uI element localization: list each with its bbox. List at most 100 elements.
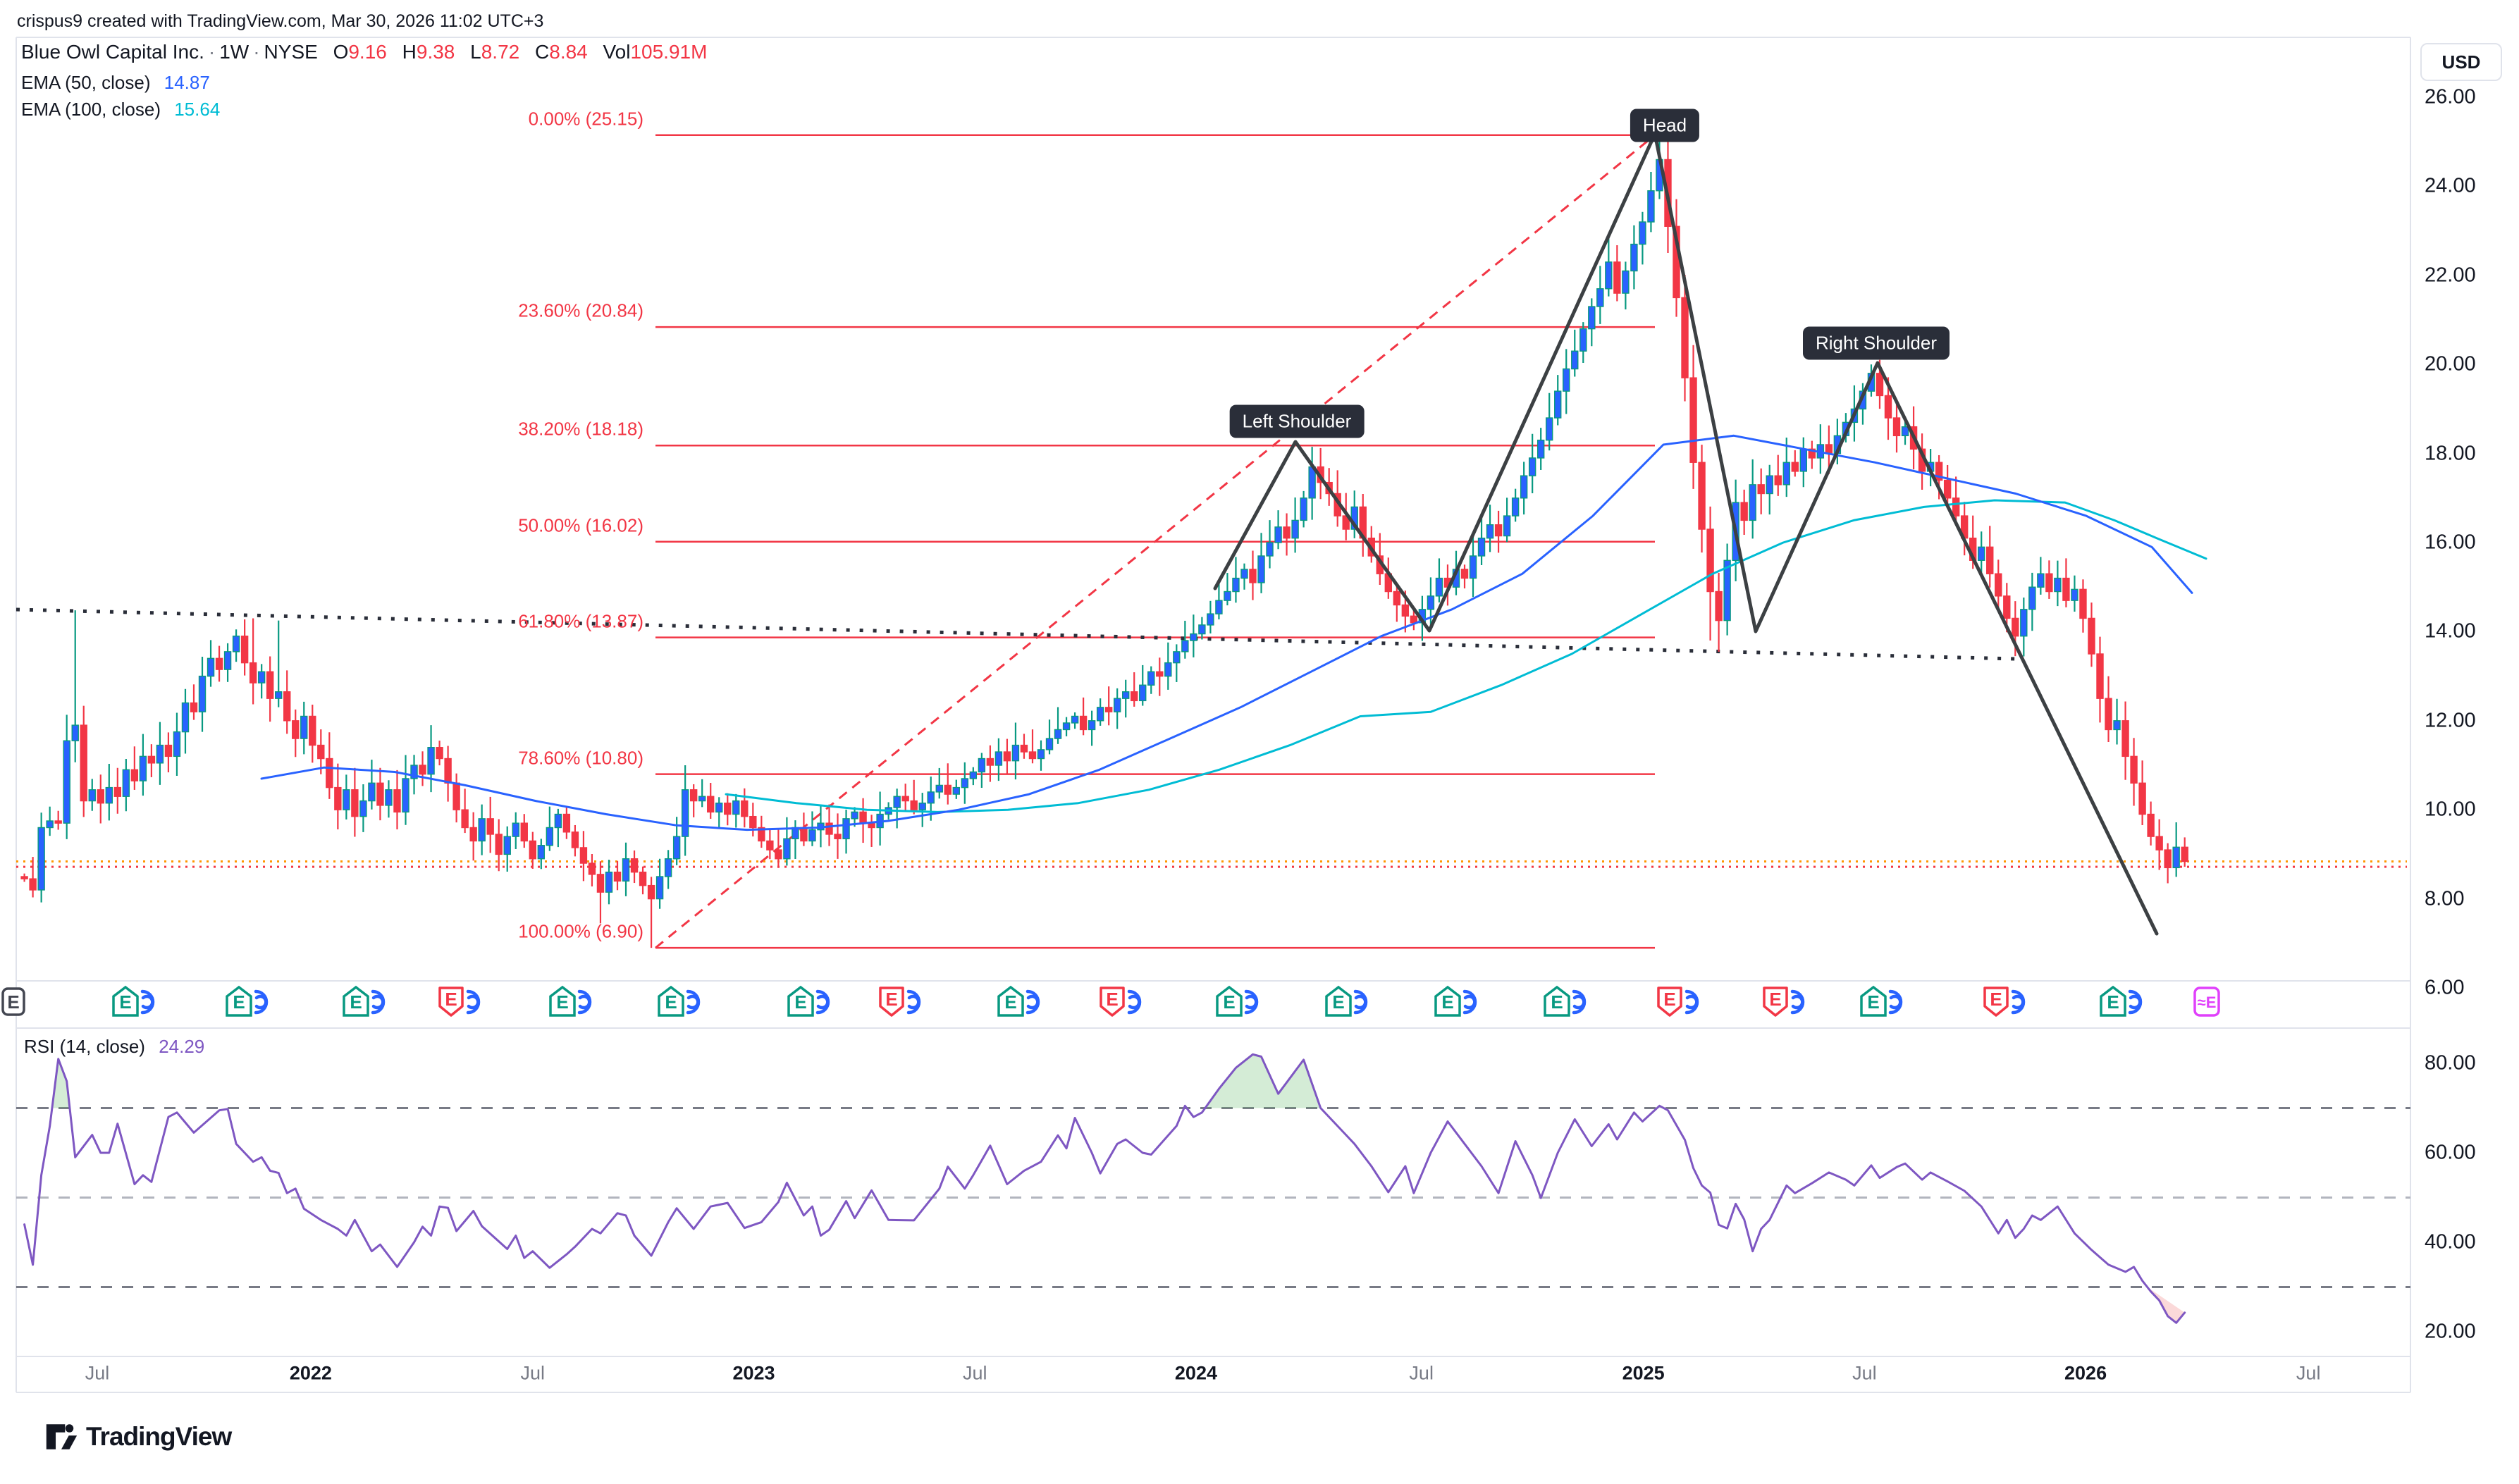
event-icon-beat-dividend[interactable]: E xyxy=(1856,984,1906,1022)
close-value: 8.84 xyxy=(549,41,588,63)
earnings-beat-icon: E xyxy=(997,985,1040,1017)
earnings-beat-icon: E xyxy=(112,985,155,1017)
currency-badge: USD xyxy=(2420,43,2502,81)
symbol-legend-row[interactable]: Blue Owl Capital Inc. · 1W · NYSE O9.16 H9.3… xyxy=(21,41,708,63)
price-axis-label: 26.00 xyxy=(2425,85,2476,109)
event-icon-beat-dividend[interactable]: E xyxy=(2096,984,2145,1022)
event-icon-beat-dividend[interactable]: E xyxy=(109,984,158,1022)
fib-trendline-dashed xyxy=(655,134,1656,949)
exchange-label: NYSE xyxy=(264,41,318,63)
time-axis-label: Jul xyxy=(85,1362,110,1384)
rsi-legend-row[interactable]: RSI (14, close) 24.29 xyxy=(24,1036,204,1058)
close-label: C xyxy=(535,41,550,63)
event-icon-miss-dividend[interactable]: E xyxy=(1095,984,1145,1022)
fib-level-label: 0.00% (25.15) xyxy=(528,108,643,130)
event-icon-beat-dividend[interactable]: E xyxy=(784,984,833,1022)
svg-text:E: E xyxy=(556,991,568,1013)
event-icon-beat-dividend[interactable]: E xyxy=(1540,984,1589,1022)
event-icon-beat-dividend[interactable]: E xyxy=(339,984,388,1022)
price-axis-label: 18.00 xyxy=(2425,442,2476,465)
event-icon-gray[interactable]: E xyxy=(0,984,46,1022)
price-axis-label: 24.00 xyxy=(2425,174,2476,197)
rsi-axis-label: 80.00 xyxy=(2425,1051,2476,1075)
svg-text:E: E xyxy=(1332,991,1344,1013)
event-icon-beat-dividend[interactable]: E xyxy=(1322,984,1371,1022)
svg-text:E: E xyxy=(1004,991,1016,1013)
svg-text:E: E xyxy=(1769,989,1781,1010)
price-axis-label: 8.00 xyxy=(2425,887,2465,910)
ema50-label: EMA (50, close) xyxy=(21,72,151,93)
earnings-miss-icon: E xyxy=(1657,987,1699,1017)
price-axis-label: 22.00 xyxy=(2425,264,2476,287)
time-axis-label: 2025 xyxy=(1622,1362,1665,1384)
time-axis-label: 2023 xyxy=(732,1362,775,1384)
earnings-estimate-icon: ≈E xyxy=(2193,987,2220,1017)
event-icon-miss-dividend[interactable]: E xyxy=(1653,984,1702,1022)
tradingview-logo[interactable]: TradingView xyxy=(45,1421,232,1453)
rsi-oversold-fill xyxy=(2147,1287,2185,1323)
price-axis-label: 16.00 xyxy=(2425,531,2476,554)
ema50-value: 14.87 xyxy=(164,72,210,93)
event-icon-miss-dividend[interactable]: E xyxy=(1759,984,1808,1022)
earnings-miss-icon: E xyxy=(1983,987,2026,1017)
volume-value: 105.91M xyxy=(630,41,708,63)
rsi-overbought-fill xyxy=(51,1054,1664,1108)
fib-level-label: 50.00% (16.02) xyxy=(518,514,643,536)
time-axis-label: Jul xyxy=(520,1362,546,1384)
ema100-legend-row[interactable]: EMA (100, close) 15.64 xyxy=(21,99,220,120)
high-label: H xyxy=(402,41,417,63)
pattern-badge-left-shoulder[interactable]: Left Shoulder xyxy=(1229,404,1365,438)
svg-text:E: E xyxy=(119,991,131,1013)
earnings-miss-icon: E xyxy=(879,987,921,1017)
interval-label: 1W xyxy=(219,41,250,63)
earnings-icon: E xyxy=(1,987,25,1016)
event-icon-miss-dividend[interactable]: E xyxy=(1979,984,2028,1022)
event-icon-miss-dividend[interactable]: E xyxy=(875,984,924,1022)
attribution-text: crispus9 created with TradingView.com, M… xyxy=(17,11,544,31)
event-icon-beat-dividend[interactable]: E xyxy=(222,984,271,1022)
svg-text:≈E: ≈E xyxy=(2198,994,2217,1011)
low-value: 8.72 xyxy=(481,41,520,63)
event-icon-estimate[interactable]: ≈E xyxy=(2188,984,2238,1022)
ema50-legend-row[interactable]: EMA (50, close) 14.87 xyxy=(21,72,210,94)
pattern-trendline xyxy=(1213,132,2159,936)
time-axis-label: 2022 xyxy=(289,1362,332,1384)
svg-text:E: E xyxy=(665,991,677,1013)
fib-level-label: 23.60% (20.84) xyxy=(518,299,643,321)
svg-text:E: E xyxy=(350,991,362,1013)
event-icon-miss-dividend[interactable]: E xyxy=(434,984,484,1022)
event-icon-beat-dividend[interactable]: E xyxy=(1431,984,1480,1022)
rsi-axis-label: 20.00 xyxy=(2425,1320,2476,1343)
pattern-badge-right-shoulder[interactable]: Right Shoulder xyxy=(1803,326,1950,360)
volume-label: Vol xyxy=(603,41,631,63)
price-axis-label: 14.00 xyxy=(2425,619,2476,643)
time-axis-label: Jul xyxy=(2296,1362,2321,1384)
candlestick-series xyxy=(20,126,2188,948)
time-axis-label: 2026 xyxy=(2064,1362,2107,1384)
svg-text:E: E xyxy=(1867,991,1879,1013)
rsi-axis-label: 60.00 xyxy=(2425,1141,2476,1164)
event-icon-beat-dividend[interactable]: E xyxy=(1212,984,1262,1022)
rsi-axis-label: 40.00 xyxy=(2425,1230,2476,1254)
earnings-beat-icon: E xyxy=(226,985,269,1017)
earnings-beat-icon: E xyxy=(2100,985,2143,1017)
earnings-beat-icon: E xyxy=(1216,985,1259,1017)
low-label: L xyxy=(470,41,481,63)
svg-text:E: E xyxy=(1223,991,1235,1013)
svg-text:E: E xyxy=(445,989,457,1010)
earnings-beat-icon: E xyxy=(1325,985,1368,1017)
fib-level-label: 61.80% (13.87) xyxy=(518,610,643,632)
tradingview-logo-icon xyxy=(46,1424,78,1449)
event-icon-beat-dividend[interactable]: E xyxy=(994,984,1043,1022)
svg-text:E: E xyxy=(1990,989,2002,1010)
rsi-label: RSI (14, close) xyxy=(24,1036,145,1057)
event-icon-beat-dividend[interactable]: E xyxy=(546,984,595,1022)
pattern-badge-head[interactable]: Head xyxy=(1630,109,1700,142)
price-axis-label: 12.00 xyxy=(2425,709,2476,732)
tradingview-logo-text: TradingView xyxy=(86,1422,232,1451)
ema100-label: EMA (100, close) xyxy=(21,99,161,120)
earnings-miss-icon: E xyxy=(1100,987,1142,1017)
event-icon-beat-dividend[interactable]: E xyxy=(654,984,703,1022)
